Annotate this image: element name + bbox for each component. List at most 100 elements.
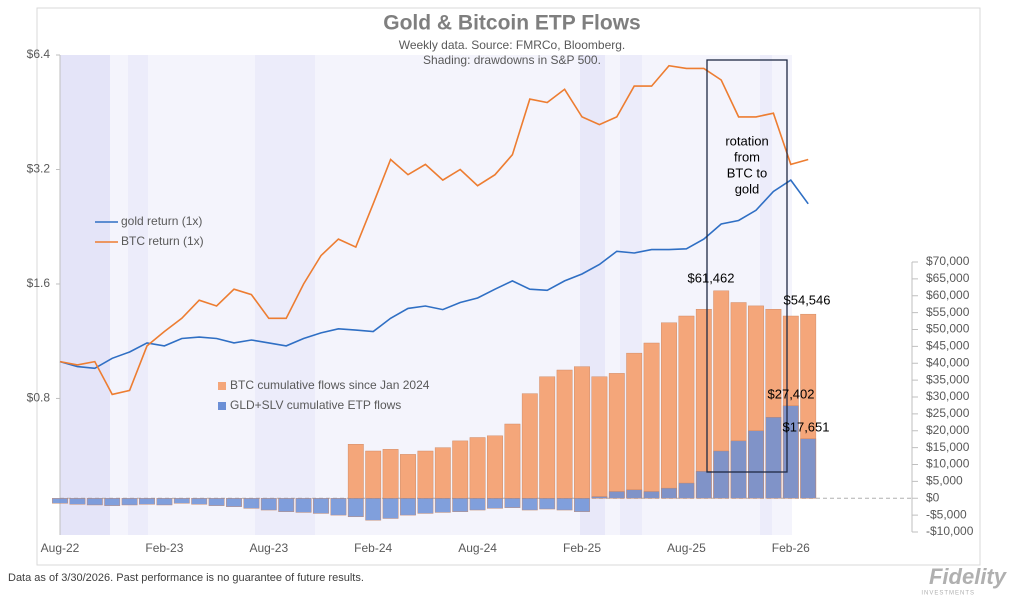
bar: [608, 491, 625, 499]
x-tick-label: Aug-25: [667, 541, 706, 555]
bar: [278, 498, 295, 512]
bar: [539, 376, 556, 499]
x-tick-label: Aug-24: [458, 541, 497, 555]
legend-label: GLD+SLV cumulative ETP flows: [230, 398, 401, 412]
legend-swatch: [218, 382, 226, 390]
bar: [365, 450, 382, 499]
bar: [678, 482, 695, 499]
y2-tick-label: $50,000: [926, 322, 970, 336]
bar: [765, 417, 782, 499]
bar: [365, 498, 382, 521]
x-tick-label: Feb-26: [772, 541, 810, 555]
bar: [104, 498, 121, 506]
annotation: gold: [735, 181, 760, 196]
bar: [156, 498, 173, 506]
y-tick-label: $0.8: [27, 391, 51, 405]
y2-tick-label: $30,000: [926, 389, 970, 403]
bar: [504, 498, 521, 508]
y2-tick-label: $5,000: [926, 474, 963, 488]
bar: [295, 498, 312, 513]
legend-label: gold return (1x): [121, 214, 202, 228]
data-label: $61,462: [688, 270, 735, 285]
bar: [69, 498, 86, 505]
bar: [591, 496, 608, 499]
logo-sub: INVESTMENTS: [921, 591, 975, 597]
data-label: $17,651: [783, 419, 830, 434]
y2-tick-label: $15,000: [926, 440, 970, 454]
bar: [434, 447, 451, 499]
line: [59, 64, 809, 396]
bar: [574, 498, 590, 512]
bar: [121, 498, 138, 506]
bar: [417, 450, 434, 499]
bar: [400, 498, 416, 516]
y2-tick-label: $70,000: [926, 254, 970, 268]
bar: [661, 487, 677, 499]
x-tick-label: Feb-23: [145, 541, 183, 555]
bar: [695, 309, 712, 499]
subtitle: Shading: drawdowns in S&P 500.: [423, 53, 601, 67]
bar: [521, 393, 538, 499]
bar: [695, 471, 712, 499]
bar: [226, 498, 242, 507]
annotation: from: [734, 149, 760, 164]
bar: [608, 373, 625, 499]
bar: [400, 454, 416, 499]
bar: [556, 369, 573, 499]
bar: [52, 498, 68, 504]
bar: [382, 498, 399, 519]
bar: [313, 498, 329, 514]
y2-tick-label: $40,000: [926, 355, 970, 369]
bar: [521, 498, 538, 511]
bar: [643, 491, 660, 499]
y2-tick-label: $65,000: [926, 271, 970, 285]
bar: [748, 430, 764, 499]
bar: [556, 498, 573, 511]
bar: [452, 498, 469, 512]
bar: [347, 444, 364, 499]
bar: [417, 498, 434, 514]
bar: [434, 498, 451, 513]
bar: [487, 498, 503, 509]
chart-title: Gold & Bitcoin ETP Flows: [383, 12, 640, 35]
bar: [330, 498, 347, 516]
x-tick-label: Aug-23: [249, 541, 288, 555]
footer-note: Data as of 3/30/2026. Past performance i…: [8, 572, 364, 584]
line: [59, 179, 809, 370]
bar: [208, 498, 225, 506]
bar: [730, 440, 747, 499]
bar: [643, 342, 660, 499]
bar: [173, 498, 190, 504]
bar: [487, 435, 503, 499]
legend-swatch: [218, 402, 226, 410]
y2-tick-label: $45,000: [926, 339, 970, 353]
bar: [626, 352, 643, 499]
y2-tick-label: $20,000: [926, 423, 970, 437]
legend-label: BTC cumulative flows since Jan 2024: [230, 378, 430, 392]
bar: [800, 438, 817, 499]
bar: [713, 450, 730, 499]
x-tick-label: Feb-25: [563, 541, 601, 555]
y2-tick-label: $55,000: [926, 305, 970, 319]
y-tick-label: $3.2: [27, 162, 51, 176]
bar: [469, 498, 486, 511]
annotation: rotation: [725, 133, 768, 148]
bar: [469, 437, 486, 499]
bar: [139, 498, 155, 505]
bar: [626, 489, 643, 499]
bar: [539, 498, 556, 510]
bar: [574, 366, 590, 499]
bar: [678, 315, 695, 499]
legend-label: BTC return (1x): [121, 234, 204, 248]
bar: [661, 322, 677, 499]
bar: [260, 498, 277, 511]
y2-tick-label: $35,000: [926, 372, 970, 386]
bar: [591, 376, 608, 499]
annotation: BTC to: [727, 165, 767, 180]
y2-tick-label: $10,000: [926, 457, 970, 471]
bar: [243, 498, 260, 509]
y2-tick-label: -$10,000: [926, 524, 974, 538]
y-tick-label: $6.4: [27, 47, 51, 61]
y2-tick-label: $0: [926, 490, 940, 504]
y2-tick-label: -$5,000: [926, 507, 967, 521]
